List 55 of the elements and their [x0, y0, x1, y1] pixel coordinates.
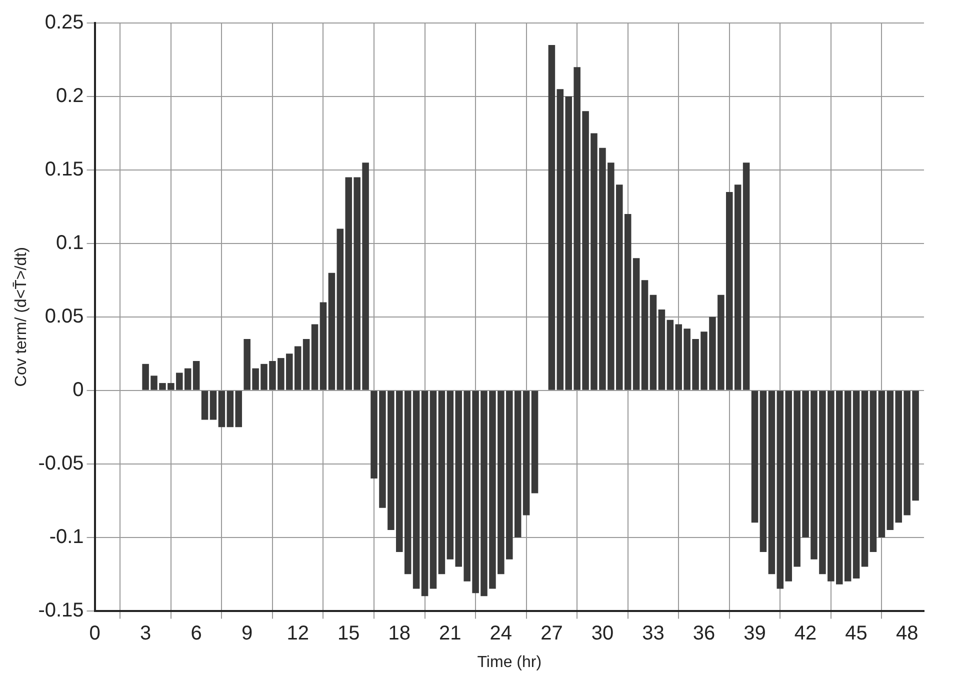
y-axis-title: Cov term/ (d<T̄>/dt) — [12, 247, 30, 387]
bar — [852, 390, 860, 578]
x-tick-label: 9 — [242, 622, 253, 644]
x-axis-title: Time (hr) — [477, 654, 542, 671]
x-tick-label: 45 — [845, 622, 868, 644]
bar — [302, 338, 310, 390]
bar — [760, 390, 767, 552]
x-tick-label: 6 — [190, 622, 202, 644]
bar — [328, 272, 336, 390]
bar — [632, 258, 640, 390]
x-tick-label: 30 — [591, 622, 614, 644]
y-tick-label: 0 — [72, 378, 84, 401]
bar — [870, 390, 877, 552]
x-tick-label: 39 — [744, 622, 766, 644]
bar — [742, 162, 750, 390]
bar — [522, 390, 530, 516]
bar — [531, 390, 538, 494]
bar — [412, 390, 420, 589]
bar — [658, 310, 666, 390]
bar — [192, 360, 200, 390]
x-tick-label: 48 — [896, 622, 918, 644]
x-tick-label: 3 — [140, 622, 152, 644]
y-tick-label: -0.15 — [38, 599, 84, 622]
x-tick-label: 36 — [692, 622, 716, 644]
bar — [438, 390, 446, 574]
y-tick-label: 0.1 — [56, 232, 84, 254]
bar — [201, 390, 208, 420]
x-tick-label: 15 — [338, 622, 360, 644]
x-tick-label: 0 — [89, 622, 100, 644]
bar — [210, 390, 217, 420]
x-tick-label: 21 — [439, 622, 462, 644]
bar — [861, 390, 868, 567]
x-tick-label: 42 — [794, 622, 817, 644]
y-tick-label: 0.15 — [44, 158, 84, 180]
bar — [218, 390, 226, 428]
x-tick-label: 24 — [490, 622, 512, 644]
bar — [311, 324, 318, 390]
y-tick-label: 0.2 — [56, 84, 84, 107]
bar — [878, 390, 886, 538]
bar — [548, 45, 556, 390]
bar — [768, 390, 776, 574]
bar — [421, 390, 428, 596]
y-tick-label: 0.25 — [44, 12, 84, 34]
bar — [751, 390, 758, 523]
x-tick-label: 33 — [642, 622, 664, 644]
bar — [650, 294, 657, 390]
x-tick-label: 27 — [540, 622, 563, 644]
bar — [320, 302, 327, 390]
y-tick-label: -0.1 — [49, 526, 84, 548]
x-tick-label: 18 — [388, 622, 411, 644]
bar — [641, 280, 648, 390]
x-tick-label: 12 — [286, 622, 309, 644]
y-tick-label: -0.05 — [38, 452, 84, 474]
bar — [430, 390, 437, 589]
y-tick-label: 0.05 — [44, 305, 84, 328]
